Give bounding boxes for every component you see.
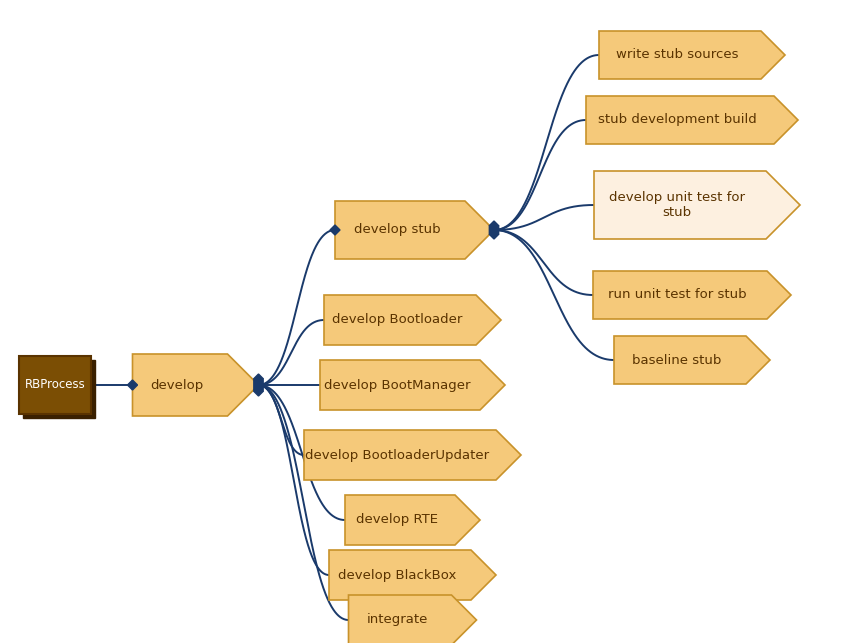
Text: develop unit test for
stub: develop unit test for stub [609, 191, 745, 219]
Text: RBProcess: RBProcess [24, 379, 85, 392]
Polygon shape [489, 229, 499, 239]
Polygon shape [330, 225, 340, 235]
Text: develop BootloaderUpdater: develop BootloaderUpdater [305, 449, 489, 462]
Polygon shape [345, 495, 480, 545]
Text: develop Bootloader: develop Bootloader [332, 314, 462, 327]
Polygon shape [593, 271, 791, 319]
Polygon shape [586, 96, 798, 144]
Text: develop BlackBox: develop BlackBox [338, 568, 456, 581]
Polygon shape [253, 378, 264, 388]
Polygon shape [489, 221, 499, 231]
Polygon shape [304, 430, 521, 480]
Text: baseline stub: baseline stub [632, 354, 722, 367]
Polygon shape [253, 386, 264, 396]
Text: integrate: integrate [366, 613, 428, 626]
Polygon shape [594, 171, 800, 239]
Polygon shape [253, 382, 264, 392]
Text: develop RTE: develop RTE [356, 514, 438, 527]
Text: write stub sources: write stub sources [616, 48, 738, 62]
Polygon shape [127, 380, 137, 390]
Polygon shape [489, 223, 499, 233]
Polygon shape [329, 550, 496, 600]
Polygon shape [253, 374, 264, 384]
Polygon shape [324, 295, 501, 345]
Text: run unit test for stub: run unit test for stub [608, 289, 746, 302]
Polygon shape [320, 360, 505, 410]
Polygon shape [614, 336, 770, 384]
Polygon shape [23, 360, 95, 418]
Polygon shape [489, 227, 499, 237]
Polygon shape [253, 380, 264, 390]
Text: develop BootManager: develop BootManager [324, 379, 470, 392]
Polygon shape [599, 31, 785, 79]
FancyBboxPatch shape [19, 356, 91, 414]
Polygon shape [253, 384, 264, 394]
Polygon shape [335, 201, 494, 259]
Text: develop: develop [151, 379, 204, 392]
Text: stub development build: stub development build [598, 114, 756, 127]
Polygon shape [489, 225, 499, 235]
Text: develop stub: develop stub [354, 224, 440, 237]
Polygon shape [132, 354, 258, 416]
Polygon shape [349, 595, 477, 643]
Polygon shape [253, 376, 264, 386]
